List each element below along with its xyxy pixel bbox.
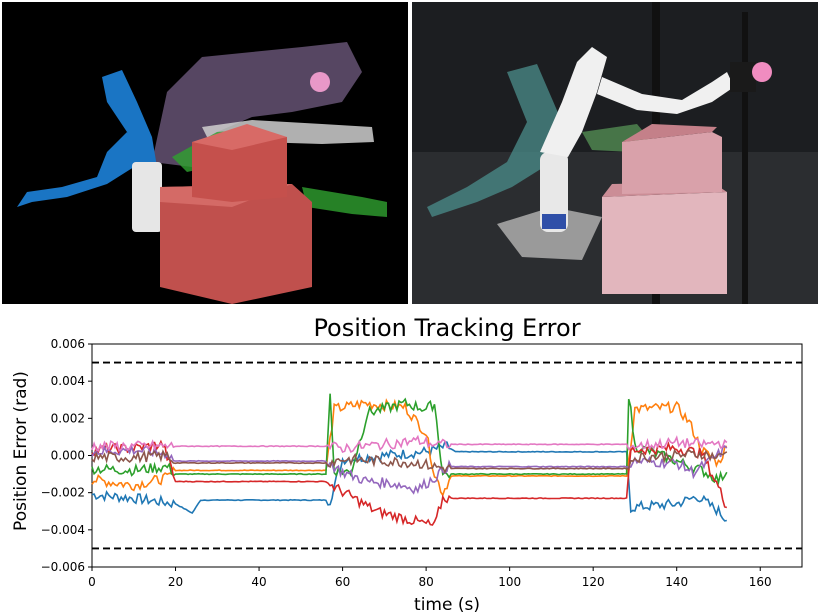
plot-area: 0 20 40 60 80 100 120 140 160 −0.006 −0.004 −0.002 0… <box>41 337 803 589</box>
error-series-line <box>91 448 728 475</box>
real-robot-photo <box>412 2 818 304</box>
y-tick-label: 0.000 <box>51 449 85 463</box>
x-tick-label: 160 <box>749 575 772 589</box>
y-tick-label: −0.004 <box>41 523 85 537</box>
x-tick-label: 40 <box>251 575 266 589</box>
error-series-line <box>91 434 728 453</box>
error-series-line <box>91 441 727 522</box>
y-tick-label: −0.006 <box>41 560 85 574</box>
x-tick-label: 100 <box>498 575 521 589</box>
x-tick-label: 0 <box>88 575 96 589</box>
error-series-line <box>91 439 728 526</box>
y-tick-label: 0.004 <box>51 374 85 388</box>
x-tick-label: 60 <box>335 575 350 589</box>
error-series-line <box>91 444 728 495</box>
y-axis-label: Position Error (rad) <box>11 371 31 531</box>
error-series-line <box>91 398 728 498</box>
position-tracking-error-chart: Position Tracking Error 0 20 40 60 80 100 120 1… <box>11 314 803 615</box>
x-axis-label: time (s) <box>414 595 480 615</box>
x-tick-label: 120 <box>582 575 605 589</box>
y-tick-label: −0.002 <box>41 486 85 500</box>
x-tick-label: 140 <box>665 575 688 589</box>
simulation-render-image <box>2 2 408 304</box>
error-series-line <box>91 393 728 486</box>
chart-title: Position Tracking Error <box>313 314 580 342</box>
y-tick-label: 0.002 <box>51 411 85 425</box>
x-tick-label: 80 <box>418 575 433 589</box>
x-tick-label: 20 <box>168 575 183 589</box>
y-tick-label: 0.006 <box>51 337 85 351</box>
